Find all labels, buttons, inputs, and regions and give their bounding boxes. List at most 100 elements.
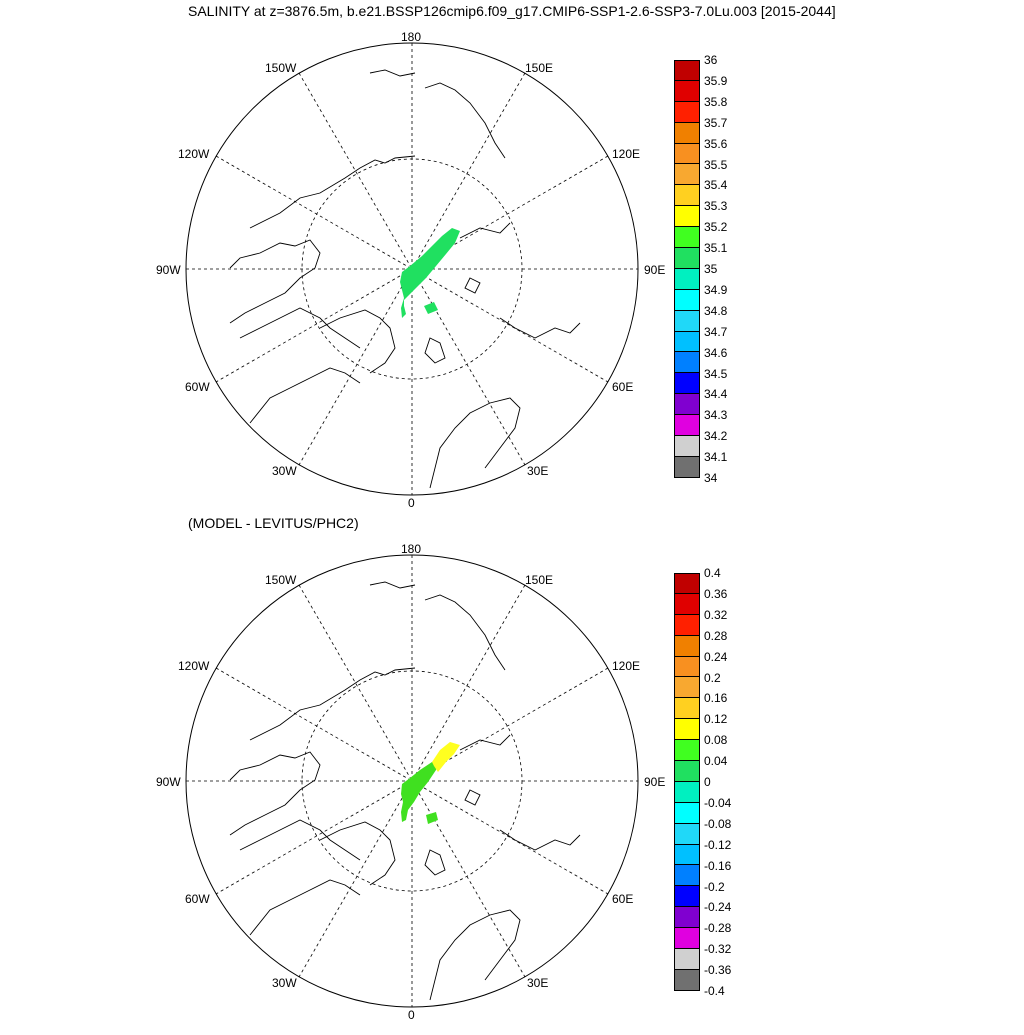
colorbar-swatch xyxy=(674,656,700,678)
lon-label-120e: 120E xyxy=(612,659,641,673)
colorbar-salinity xyxy=(674,60,700,478)
colorbar-tick-label: 35.6 xyxy=(704,136,728,151)
colorbar-swatch xyxy=(674,740,700,762)
colorbar-tick-label: 35.4 xyxy=(704,178,728,193)
colorbar-swatch xyxy=(674,60,700,81)
colorbar-tick-label: -0.12 xyxy=(704,837,732,852)
lon-label-180: 180 xyxy=(401,542,422,556)
colorbar-tick-label: 34.8 xyxy=(704,303,728,318)
colorbar-tick-label: 34.7 xyxy=(704,324,728,339)
colorbar-swatch xyxy=(674,394,700,416)
graticule xyxy=(186,555,638,1007)
colorbar-swatch xyxy=(674,310,700,332)
lon-label-120w: 120W xyxy=(178,147,210,161)
salinity-patch-main xyxy=(400,228,460,318)
colorbar-swatch xyxy=(674,614,700,636)
colorbar-tick-label: 34.2 xyxy=(704,429,728,444)
colorbar-swatch xyxy=(674,802,700,824)
polar-map-svg-bottom xyxy=(185,554,639,1008)
colorbar-swatch xyxy=(674,677,700,699)
polar-map-difference: 180 0 90W 90E 150W 120W 60W 30W 150E 120… xyxy=(156,540,665,1030)
colorbar-tick-label: 0.28 xyxy=(704,628,728,643)
colorbar-swatch xyxy=(674,122,700,144)
lon-label-60e: 60E xyxy=(612,380,634,394)
lon-label-150e: 150E xyxy=(525,61,554,75)
salinity-patch-small xyxy=(424,302,438,314)
colorbar-tick-label: -0.4 xyxy=(704,984,725,998)
colorbar-swatch xyxy=(674,289,700,311)
lon-label-30e: 30E xyxy=(527,464,549,478)
colorbar-tick-label: 0.2 xyxy=(704,670,721,685)
colorbar-tick-label: 36 xyxy=(704,53,718,67)
lon-label-60e: 60E xyxy=(612,892,634,906)
lon-label-120e: 120E xyxy=(612,147,641,161)
lon-label-60w: 60W xyxy=(185,892,210,906)
lon-label-90e: 90E xyxy=(644,263,666,277)
colorbar-tick-label: -0.2 xyxy=(704,879,725,894)
lon-label-0: 0 xyxy=(408,1008,415,1022)
coastlines xyxy=(229,69,581,489)
colorbar-swatch xyxy=(674,185,700,207)
colorbar-tick-label: 0.24 xyxy=(704,649,728,664)
colorbar-swatch xyxy=(674,436,700,457)
colorbar-tick-label: 0.04 xyxy=(704,754,728,769)
difference-field xyxy=(401,742,460,824)
colorbar-tick-label: 34.9 xyxy=(704,282,728,297)
colorbar-tick-label: 35.5 xyxy=(704,157,728,172)
colorbar-tick-label: 35.7 xyxy=(704,115,728,130)
colorbar-swatch xyxy=(674,268,700,290)
colorbar-swatch xyxy=(674,593,700,615)
colorbar-swatch xyxy=(674,415,700,437)
colorbar-tick-label: -0.08 xyxy=(704,816,732,831)
difference-patch-yellow xyxy=(432,742,460,772)
colorbar-swatch xyxy=(674,248,700,269)
colorbar-tick-label: 34.5 xyxy=(704,366,728,381)
colorbar-swatch xyxy=(674,969,700,991)
colorbar-swatch xyxy=(674,907,700,929)
colorbar-tick-label: 0.4 xyxy=(704,566,721,580)
colorbar-swatch xyxy=(674,761,700,782)
lon-label-90w: 90W xyxy=(156,263,181,277)
colorbar-swatch xyxy=(674,781,700,803)
lon-label-180: 180 xyxy=(401,30,422,44)
coastlines xyxy=(229,581,581,1001)
colorbar-swatch xyxy=(674,635,700,657)
colorbar-tick-label: -0.24 xyxy=(704,900,732,915)
colorbar-swatch xyxy=(674,865,700,887)
colorbar-tick-label: 0 xyxy=(704,775,711,789)
colorbar-swatch xyxy=(674,886,700,908)
colorbar-swatch xyxy=(674,101,700,123)
colorbar-swatch xyxy=(674,80,700,102)
colorbar-tick-label: 34.4 xyxy=(704,387,728,402)
colorbar-tick-label: 0.12 xyxy=(704,712,728,727)
colorbar-tick-label: -0.36 xyxy=(704,963,732,978)
colorbar-swatch xyxy=(674,164,700,186)
colorbar-tick-label: 35.9 xyxy=(704,73,728,88)
colorbar-tick-label: 34 xyxy=(704,471,718,485)
colorbar-tick-label: -0.32 xyxy=(704,942,732,957)
lon-label-30e: 30E xyxy=(527,976,549,990)
colorbar-swatch xyxy=(674,844,700,866)
colorbar-swatch xyxy=(674,456,700,478)
colorbar-tick-label: 35.1 xyxy=(704,241,728,256)
graticule xyxy=(186,43,638,495)
colorbar-tick-label: 35.2 xyxy=(704,220,728,235)
colorbar-tick-label: 35.8 xyxy=(704,94,728,109)
colorbar-tick-label: 35 xyxy=(704,262,718,276)
lon-label-30w: 30W xyxy=(272,976,297,990)
lon-label-60w: 60W xyxy=(185,380,210,394)
salinity-field-top xyxy=(400,228,460,318)
polar-map-svg-top xyxy=(185,42,639,496)
colorbar-swatch xyxy=(674,928,700,950)
colorbar-swatch xyxy=(674,573,700,594)
colorbar-tick-label: 34.1 xyxy=(704,450,728,465)
colorbar-tick-label: 34.3 xyxy=(704,408,728,423)
colorbar-swatch xyxy=(674,206,700,228)
lon-label-150w: 150W xyxy=(265,573,297,587)
colorbar-tick-label: 0.32 xyxy=(704,607,728,622)
colorbar-swatch xyxy=(674,949,700,970)
difference-patch-green xyxy=(401,758,440,822)
colorbar-tick-label: 35.3 xyxy=(704,199,728,214)
colorbar-tick-label: -0.28 xyxy=(704,921,732,936)
colorbar-swatch xyxy=(674,698,700,720)
